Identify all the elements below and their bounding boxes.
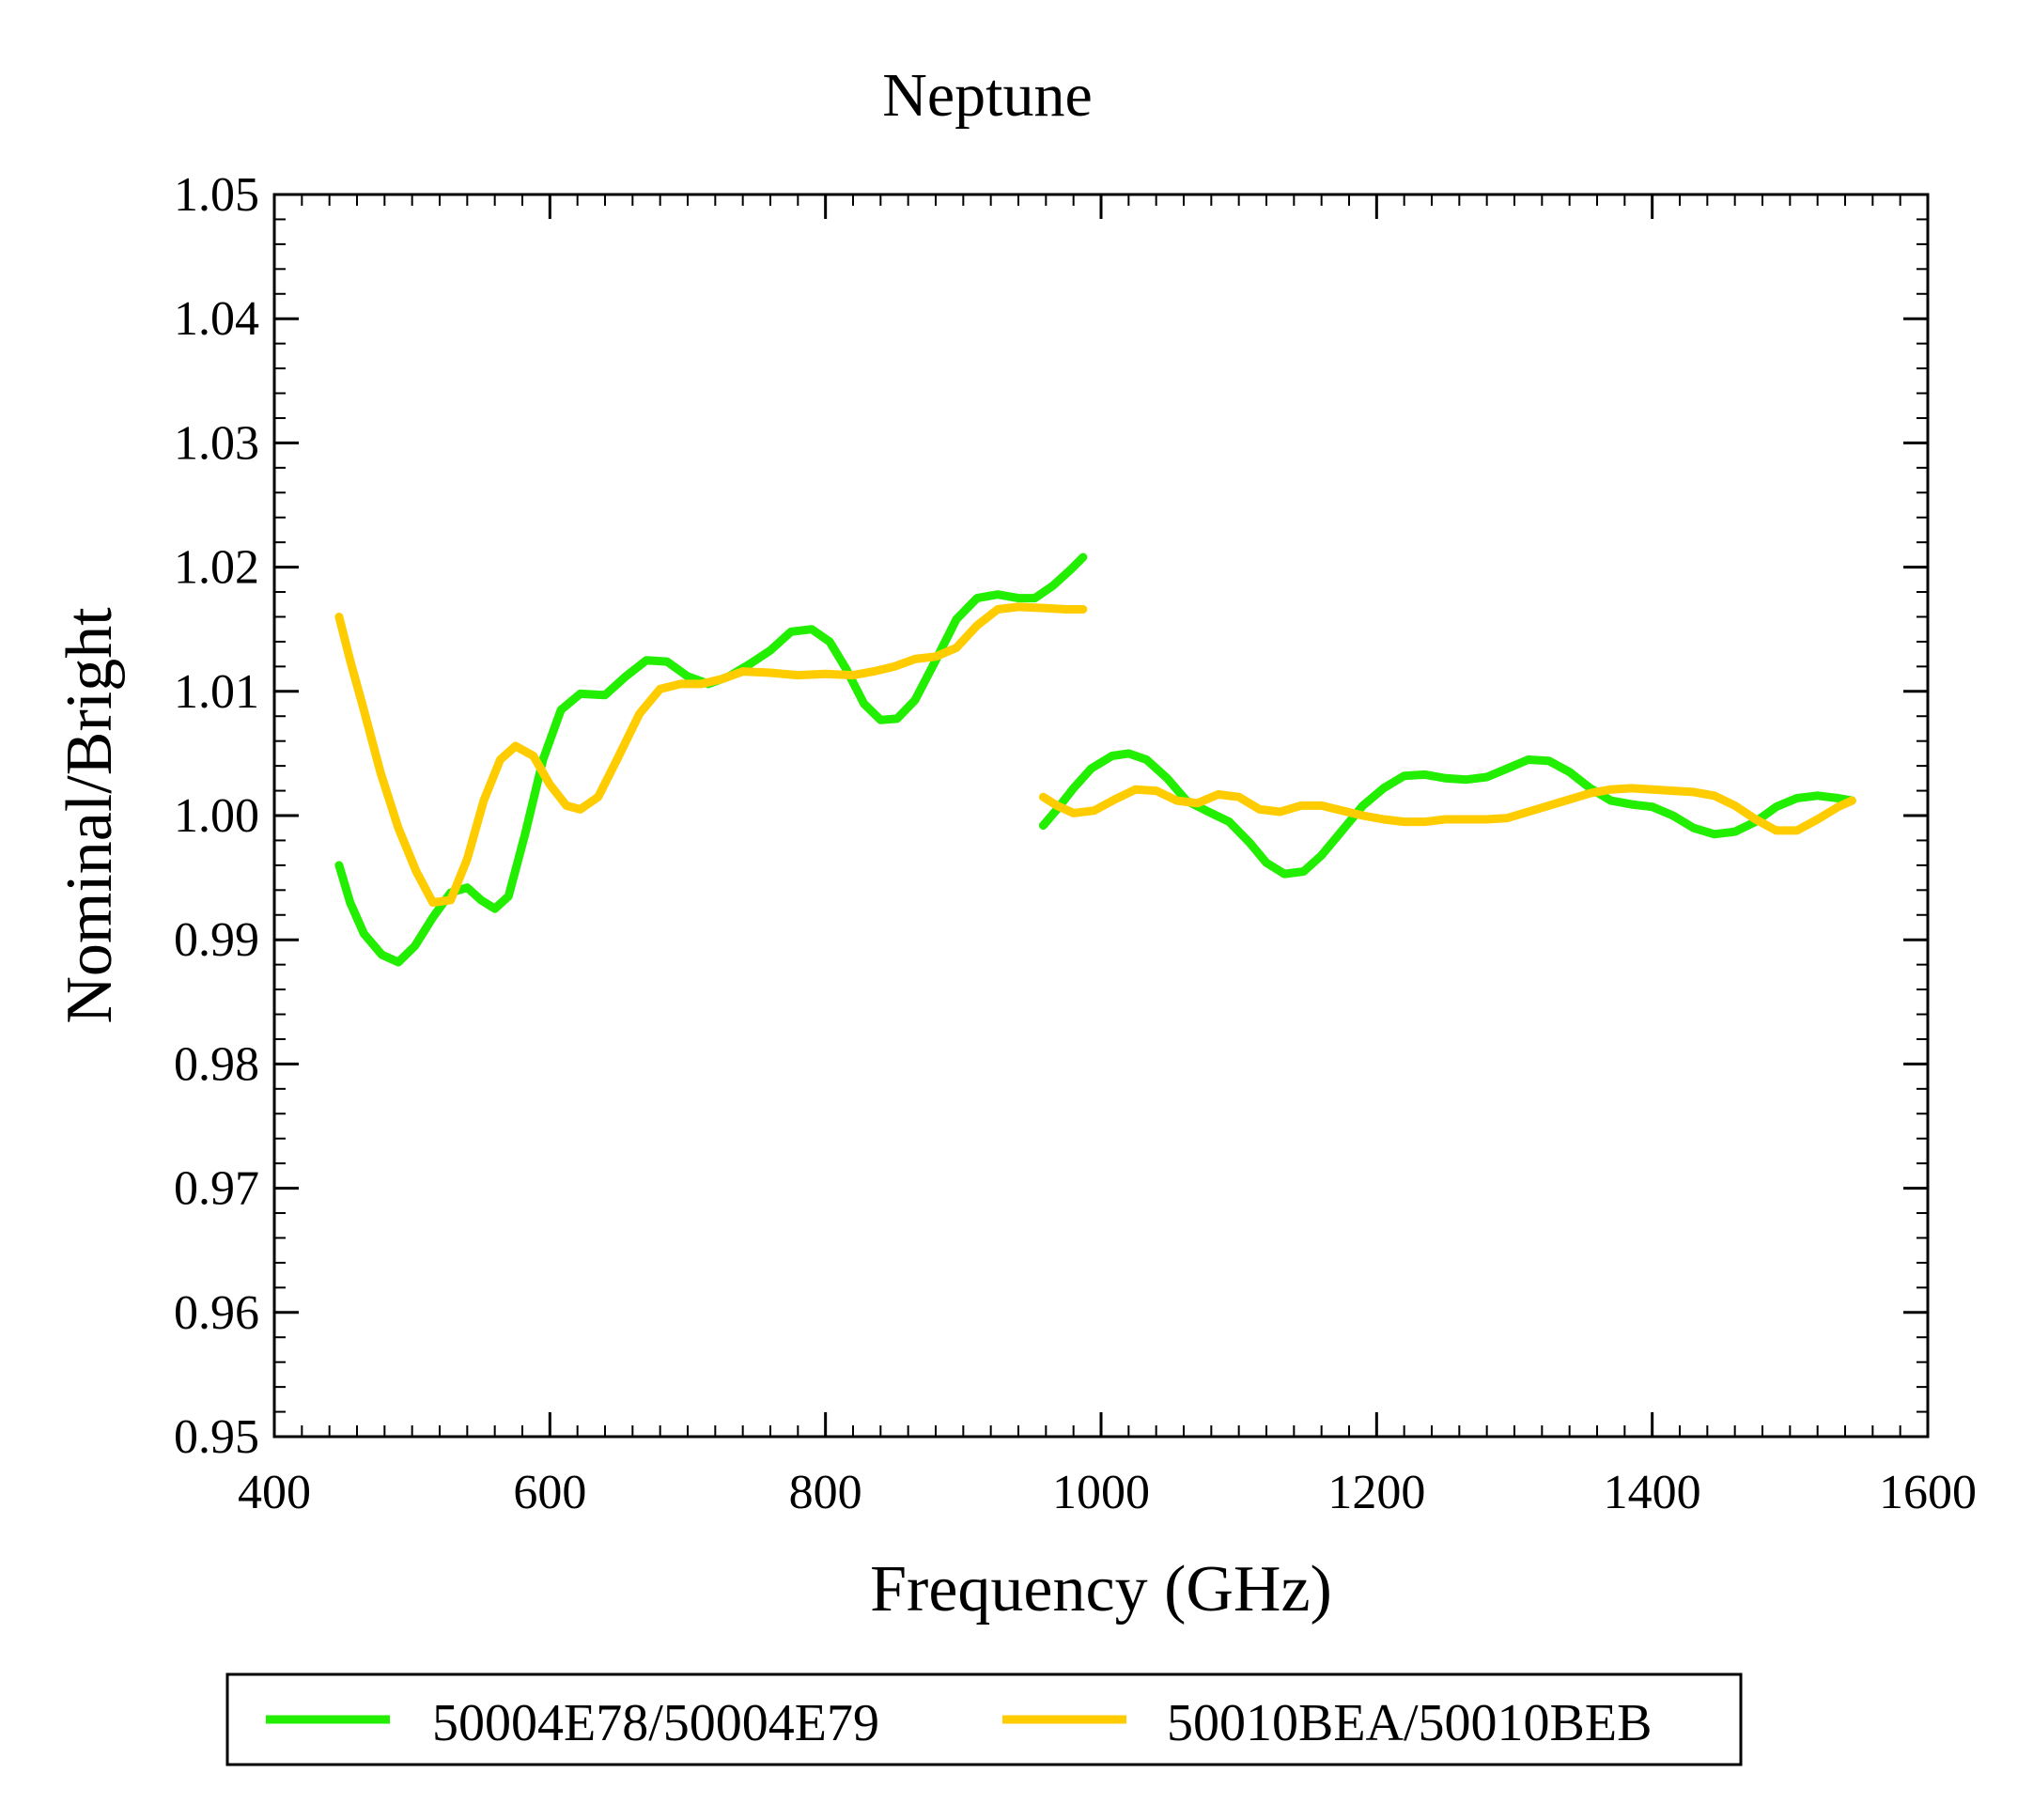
y-tick-label: 1.01 bbox=[174, 665, 259, 719]
x-tick-labels: 400 600 800 1000 1200 1400 1600 bbox=[238, 1466, 1977, 1519]
y-tick-label: 1.00 bbox=[174, 789, 259, 843]
y-tick-label: 1.04 bbox=[174, 292, 259, 346]
y-tick-label: 0.99 bbox=[174, 913, 259, 967]
x-tick-label: 1600 bbox=[1879, 1466, 1977, 1519]
plot-area bbox=[272, 193, 1930, 1439]
x-tick-label: 1400 bbox=[1604, 1466, 1701, 1519]
series-lines bbox=[334, 552, 1856, 967]
series-line-2-segment-1 bbox=[334, 602, 1088, 907]
y-tick-label: 0.96 bbox=[174, 1286, 259, 1340]
x-axis-label: Frequency (GHz) bbox=[870, 1553, 1332, 1626]
major-ticks bbox=[272, 193, 1930, 1439]
chart-title: Neptune bbox=[882, 61, 1093, 130]
legend: 50004E78/50004E79 50010BEA/50010BEB bbox=[225, 1672, 1743, 1766]
legend-label-series-2: 50010BEA/50010BEB bbox=[1167, 1694, 1652, 1752]
legend-label-series-1: 50004E78/50004E79 bbox=[432, 1694, 879, 1752]
x-tick-label: 1200 bbox=[1327, 1466, 1425, 1519]
x-tick-label: 1000 bbox=[1052, 1466, 1150, 1519]
y-tick-labels: 0.95 0.96 0.97 0.98 0.99 1.00 1.01 1.02 1.03 1.04… bbox=[174, 168, 259, 1464]
y-tick-label: 1.05 bbox=[174, 168, 259, 222]
y-tick-label: 0.95 bbox=[174, 1410, 259, 1464]
x-tick-label: 600 bbox=[513, 1466, 586, 1519]
legend-box bbox=[225, 1672, 1743, 1766]
y-tick-label: 0.98 bbox=[174, 1037, 259, 1091]
series-line-2-segment-2 bbox=[1038, 784, 1856, 835]
y-tick-label: 0.97 bbox=[174, 1162, 259, 1216]
series-line-1-segment-2 bbox=[1038, 749, 1856, 879]
y-tick-label: 1.02 bbox=[174, 541, 259, 595]
x-tick-label: 400 bbox=[238, 1466, 311, 1519]
y-axis-label: Nominal/Bright bbox=[54, 607, 126, 1024]
x-tick-label: 800 bbox=[789, 1466, 862, 1519]
y-tick-label: 1.03 bbox=[174, 416, 259, 470]
